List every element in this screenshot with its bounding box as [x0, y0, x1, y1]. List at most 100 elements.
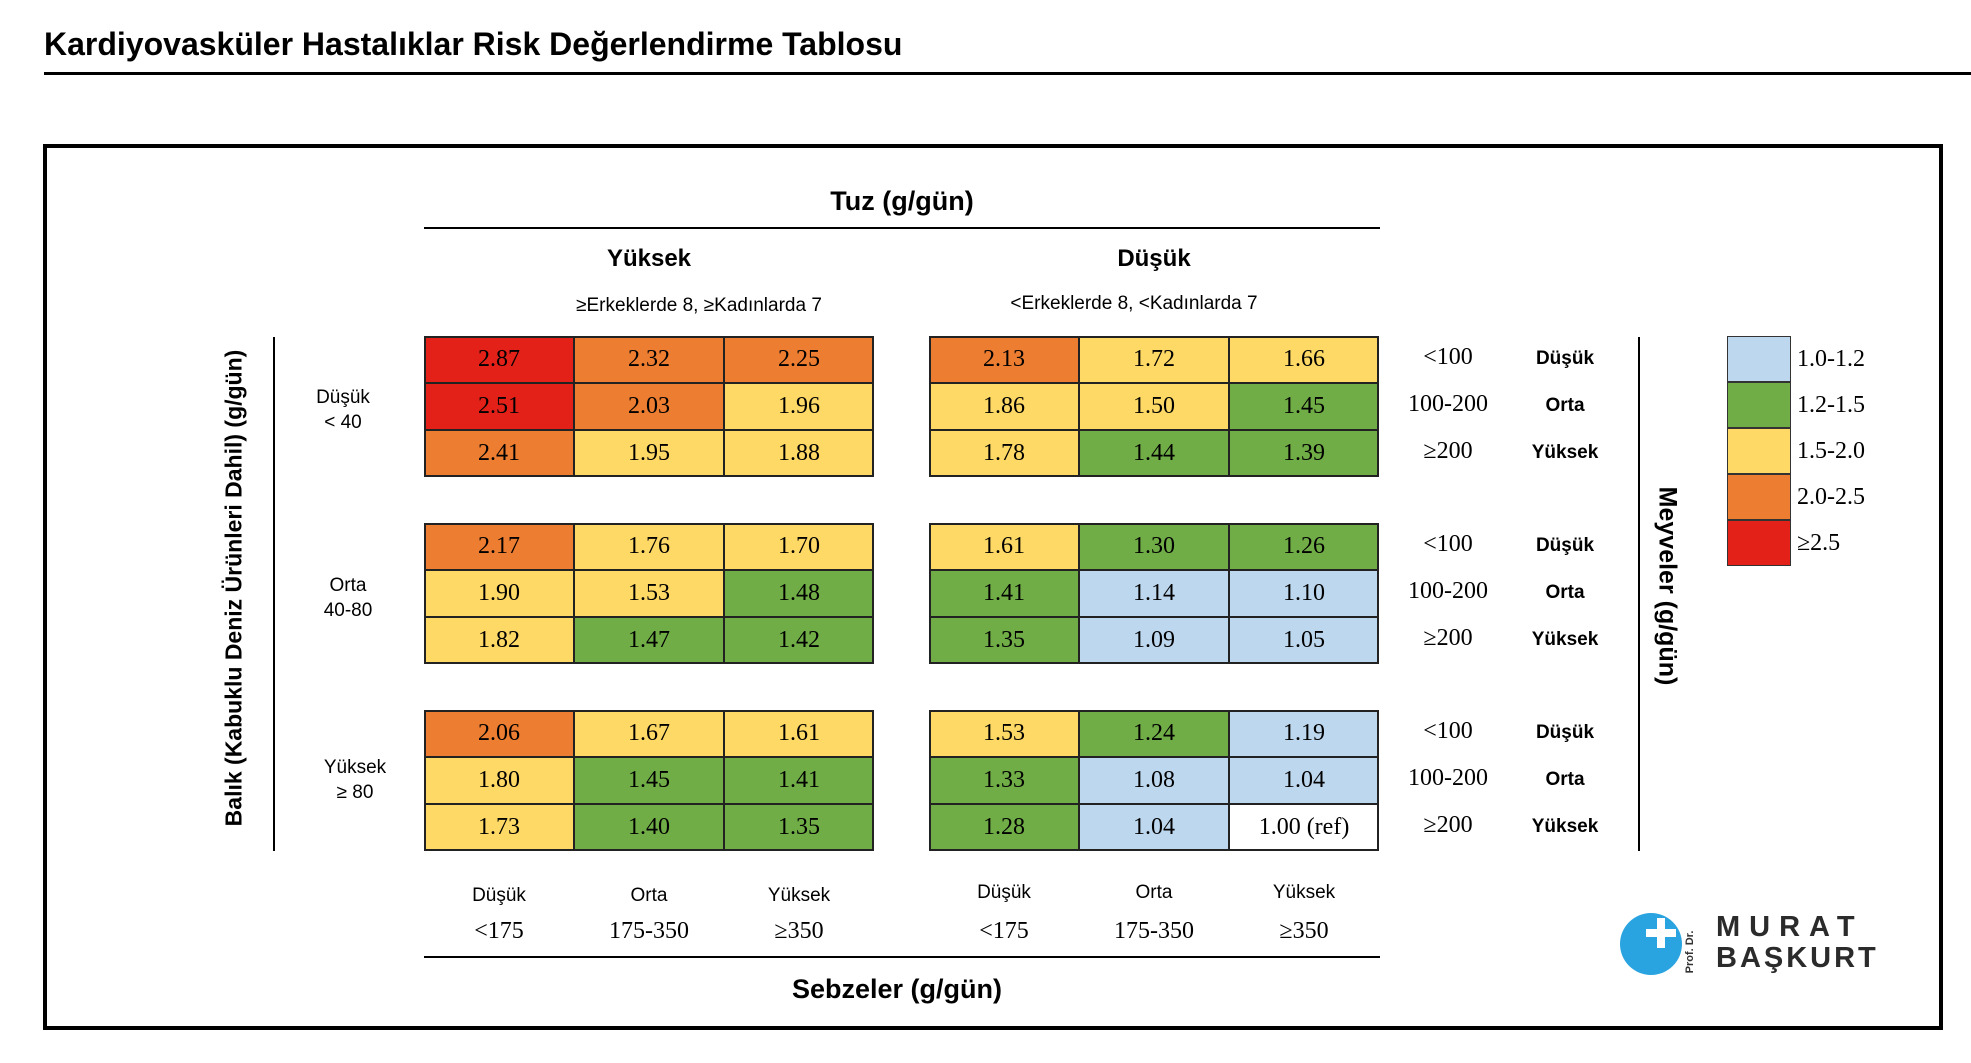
heatmap-cell: 1.50	[1079, 383, 1229, 430]
fruit-range-label: <100	[1423, 531, 1473, 557]
vegetable-range-label: 175-350	[609, 918, 689, 944]
fruit-level-label: Düşük	[1535, 722, 1595, 743]
heatmap-cell: 2.13	[929, 336, 1079, 383]
heatmap-cell: 1.24	[1079, 710, 1229, 757]
fish-group-low: Düşük < 40	[316, 387, 370, 433]
legend-swatch	[1727, 428, 1791, 474]
vegetable-level-label: Orta	[1135, 882, 1173, 903]
fruit-level-label: Düşük	[1535, 348, 1595, 369]
heatmap-cell: 1.05	[1229, 617, 1379, 664]
heatmap-cell: 1.40	[574, 804, 724, 851]
heatmap-cell: 2.25	[724, 336, 874, 383]
logo-first-name: MURAT	[1716, 911, 1864, 943]
heatmap-cell: 1.53	[929, 710, 1079, 757]
fruit-axis-rule	[1638, 337, 1640, 851]
legend-swatch	[1727, 382, 1791, 428]
salt-criteria-high: ≥Erkeklerde 8, ≥Kadınlarda 7	[576, 295, 822, 316]
fruit-range-label: 100-200	[1408, 578, 1488, 604]
fruit-level-label: Orta	[1545, 395, 1585, 416]
heatmap-cell: 1.41	[929, 570, 1079, 617]
heatmap-block-border	[929, 710, 1379, 851]
fruit-range-label: 100-200	[1408, 391, 1488, 417]
vegetable-level-label: Düşük	[977, 882, 1031, 903]
vegetable-level-label: Orta	[630, 885, 668, 906]
fruit-range-label: <100	[1423, 344, 1473, 370]
heatmap-cell: 1.30	[1079, 523, 1229, 570]
legend-swatch	[1727, 520, 1791, 566]
heatmap-block-border	[424, 710, 874, 851]
vegetable-range-label: ≥350	[1279, 918, 1329, 944]
heatmap-block-border	[929, 523, 1379, 664]
heatmap-cell: 1.42	[724, 617, 874, 664]
heatmap-cell: 1.14	[1079, 570, 1229, 617]
heatmap-cell: 1.35	[724, 804, 874, 851]
heatmap-cell: 1.45	[574, 757, 724, 804]
fruit-level-label: Düşük	[1535, 535, 1595, 556]
fruit-level-label: Yüksek	[1531, 442, 1599, 463]
heatmap-cell: 1.73	[424, 804, 574, 851]
vegetable-range-label: ≥350	[774, 918, 824, 944]
heatmap-cell: 1.53	[574, 570, 724, 617]
logo-last-name: BAŞKURT	[1716, 942, 1879, 974]
heatmap-cell: 1.61	[929, 523, 1079, 570]
fish-axis-title: Balık (Kabuklu Deniz Ürünleri Dahil) (g/…	[220, 349, 247, 827]
heatmap-cell: 1.33	[929, 757, 1079, 804]
salt-axis-rule	[424, 227, 1380, 229]
salt-group-high: Yüksek	[606, 245, 692, 272]
heatmap-block-border	[929, 336, 1379, 477]
logo-cross-icon	[1620, 913, 1682, 975]
vegetable-axis-rule	[424, 956, 1380, 958]
legend-swatch	[1727, 336, 1791, 382]
fish-group-high: Yüksek ≥ 80	[323, 757, 387, 803]
fruit-range-label: ≥200	[1423, 625, 1473, 651]
salt-group-low: Düşük	[1117, 245, 1191, 272]
fruit-level-label: Yüksek	[1531, 629, 1599, 650]
salt-axis-title: Tuz (g/gün)	[830, 186, 974, 216]
legend-label: 1.5-2.0	[1797, 438, 1865, 464]
fruit-range-label: ≥200	[1423, 438, 1473, 464]
heatmap-cell: 1.44	[1079, 430, 1229, 477]
logo-plus-horizontal	[1646, 929, 1676, 937]
fruit-level-label: Orta	[1545, 582, 1585, 603]
heatmap-cell: 1.86	[929, 383, 1079, 430]
heatmap-cell: 1.47	[574, 617, 724, 664]
salt-criteria-low: <Erkeklerde 8, <Kadınlarda 7	[1010, 293, 1258, 314]
heatmap-cell: 1.70	[724, 523, 874, 570]
heatmap-cell: 1.67	[574, 710, 724, 757]
heatmap-cell: 1.08	[1079, 757, 1229, 804]
title-rule	[44, 72, 1971, 75]
heatmap-cell: 2.51	[424, 383, 574, 430]
legend-label: 1.0-1.2	[1797, 346, 1865, 372]
legend-label: 2.0-2.5	[1797, 484, 1865, 510]
heatmap-cell: 1.95	[574, 430, 724, 477]
heatmap-block-border	[424, 523, 874, 664]
heatmap-cell: 1.48	[724, 570, 874, 617]
heatmap-cell: 1.80	[424, 757, 574, 804]
logo-prefix: Prof. Dr.	[1684, 930, 1696, 974]
vegetable-axis-title: Sebzeler (g/gün)	[791, 974, 1002, 1004]
legend-swatch	[1727, 474, 1791, 520]
heatmap-cell: 1.00 (ref)	[1229, 804, 1379, 851]
heatmap-cell: 2.03	[574, 383, 724, 430]
heatmap-cell: 1.04	[1079, 804, 1229, 851]
page-title: Kardiyovasküler Hastalıklar Risk Değerle…	[44, 26, 903, 62]
fruit-range-label: <100	[1423, 718, 1473, 744]
heatmap-cell: 1.10	[1229, 570, 1379, 617]
heatmap-cell: 1.04	[1229, 757, 1379, 804]
legend-label: ≥2.5	[1797, 530, 1841, 556]
fish-axis-rule	[273, 337, 275, 851]
fruit-level-label: Orta	[1545, 769, 1585, 790]
vegetable-range-label: <175	[979, 918, 1029, 944]
chart-frame	[43, 144, 1943, 1030]
heatmap-cell: 2.17	[424, 523, 574, 570]
heatmap-cell: 1.61	[724, 710, 874, 757]
heatmap-cell: 1.96	[724, 383, 874, 430]
heatmap-cell: 1.72	[1079, 336, 1229, 383]
vegetable-level-label: Yüksek	[767, 885, 831, 906]
vegetable-range-label: 175-350	[1114, 918, 1194, 944]
heatmap-cell: 2.32	[574, 336, 724, 383]
heatmap-block-border	[424, 336, 874, 477]
fruit-range-label: ≥200	[1423, 812, 1473, 838]
fruit-level-label: Yüksek	[1531, 816, 1599, 837]
vegetable-range-label: <175	[474, 918, 524, 944]
